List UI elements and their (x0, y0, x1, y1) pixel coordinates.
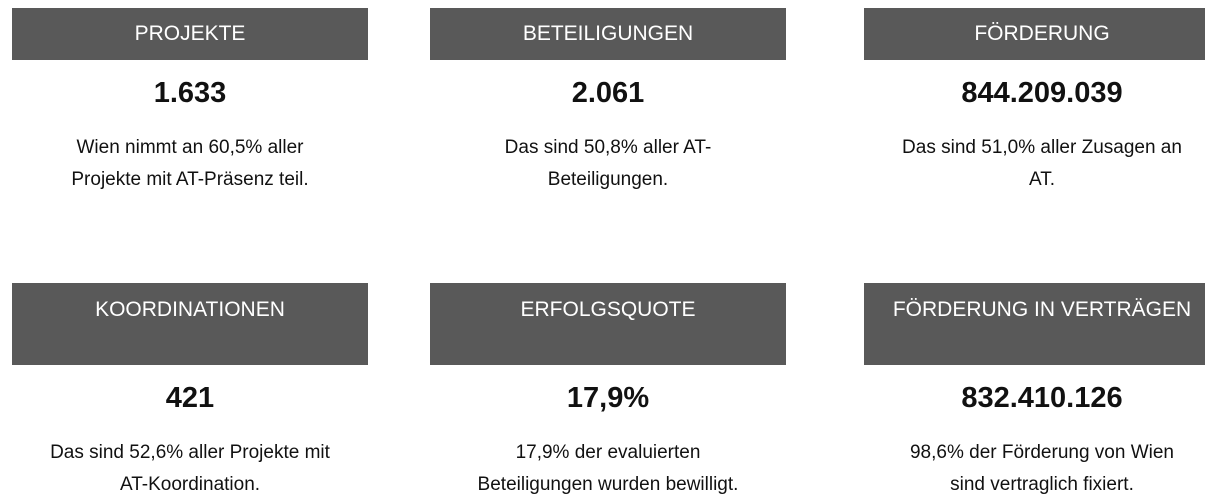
card-title: FÖRDERUNG (864, 8, 1205, 60)
stat-card: FÖRDERUNG IN VERTRÄGEN 832.410.126 98,6% d… (864, 283, 1205, 498)
card-value: 17,9% (566, 382, 650, 414)
card-value: 1.633 (153, 77, 227, 109)
description-line: 98,6% der Förderung von Wien (909, 442, 1175, 463)
stat-card: KOORDINATIONEN 421 Das sind 52,6% aller Pr… (12, 283, 368, 498)
description-line: Das sind 52,6% aller Projekte mit (50, 442, 330, 463)
description-line: Das sind 50,8% aller AT- (504, 137, 712, 158)
card-title: ERFOLGSQUOTE (430, 283, 786, 365)
card-description: 17,9% der evaluierten Beteiligungen wurde… (430, 437, 786, 498)
card-value: 844.209.039 (961, 77, 1123, 109)
stat-card: PROJEKTE 1.633 Wien nimmt an 60,5% aller Pr… (12, 8, 368, 196)
card-description: Wien nimmt an 60,5% aller Projekte mit AT… (12, 132, 368, 196)
card-value: 832.410.126 (961, 382, 1123, 414)
description-line: sind vertraglich fixiert. (950, 474, 1134, 495)
card-description: 98,6% der Förderung von Wien sind vertrag… (864, 437, 1205, 498)
stat-card: BETEILIGUNGEN 2.061 Das sind 50,8% aller A… (430, 8, 786, 196)
description-line: Beteiligungen wurden bewilligt. (477, 474, 739, 495)
card-description: Das sind 50,8% aller AT- Beteiligungen. (430, 132, 786, 196)
card-title: FÖRDERUNG IN VERTRÄGEN (864, 283, 1205, 365)
description-line: Wien nimmt an 60,5% aller (76, 137, 304, 158)
description-line: AT. (1028, 169, 1056, 190)
card-title: BETEILIGUNGEN (430, 8, 786, 60)
description-line: Projekte mit AT-Präsenz teil. (71, 169, 309, 190)
description-line: Das sind 51,0% aller Zusagen an (902, 137, 1182, 158)
stat-card: FÖRDERUNG 844.209.039 Das sind 51,0% aller… (864, 8, 1205, 196)
description-line: 17,9% der evaluierten (515, 442, 701, 463)
card-title: PROJEKTE (12, 8, 368, 60)
card-title: KOORDINATIONEN (12, 283, 368, 365)
card-description: Das sind 51,0% aller Zusagen an AT. (864, 132, 1205, 196)
description-line: Beteiligungen. (547, 169, 669, 190)
card-description: Das sind 52,6% aller Projekte mit AT-Koor… (12, 437, 368, 498)
card-value: 421 (165, 382, 215, 414)
description-line: AT-Koordination. (119, 474, 261, 495)
card-value: 2.061 (571, 77, 645, 109)
stat-card: ERFOLGSQUOTE 17,9% 17,9% der evaluierten Be… (430, 283, 786, 498)
